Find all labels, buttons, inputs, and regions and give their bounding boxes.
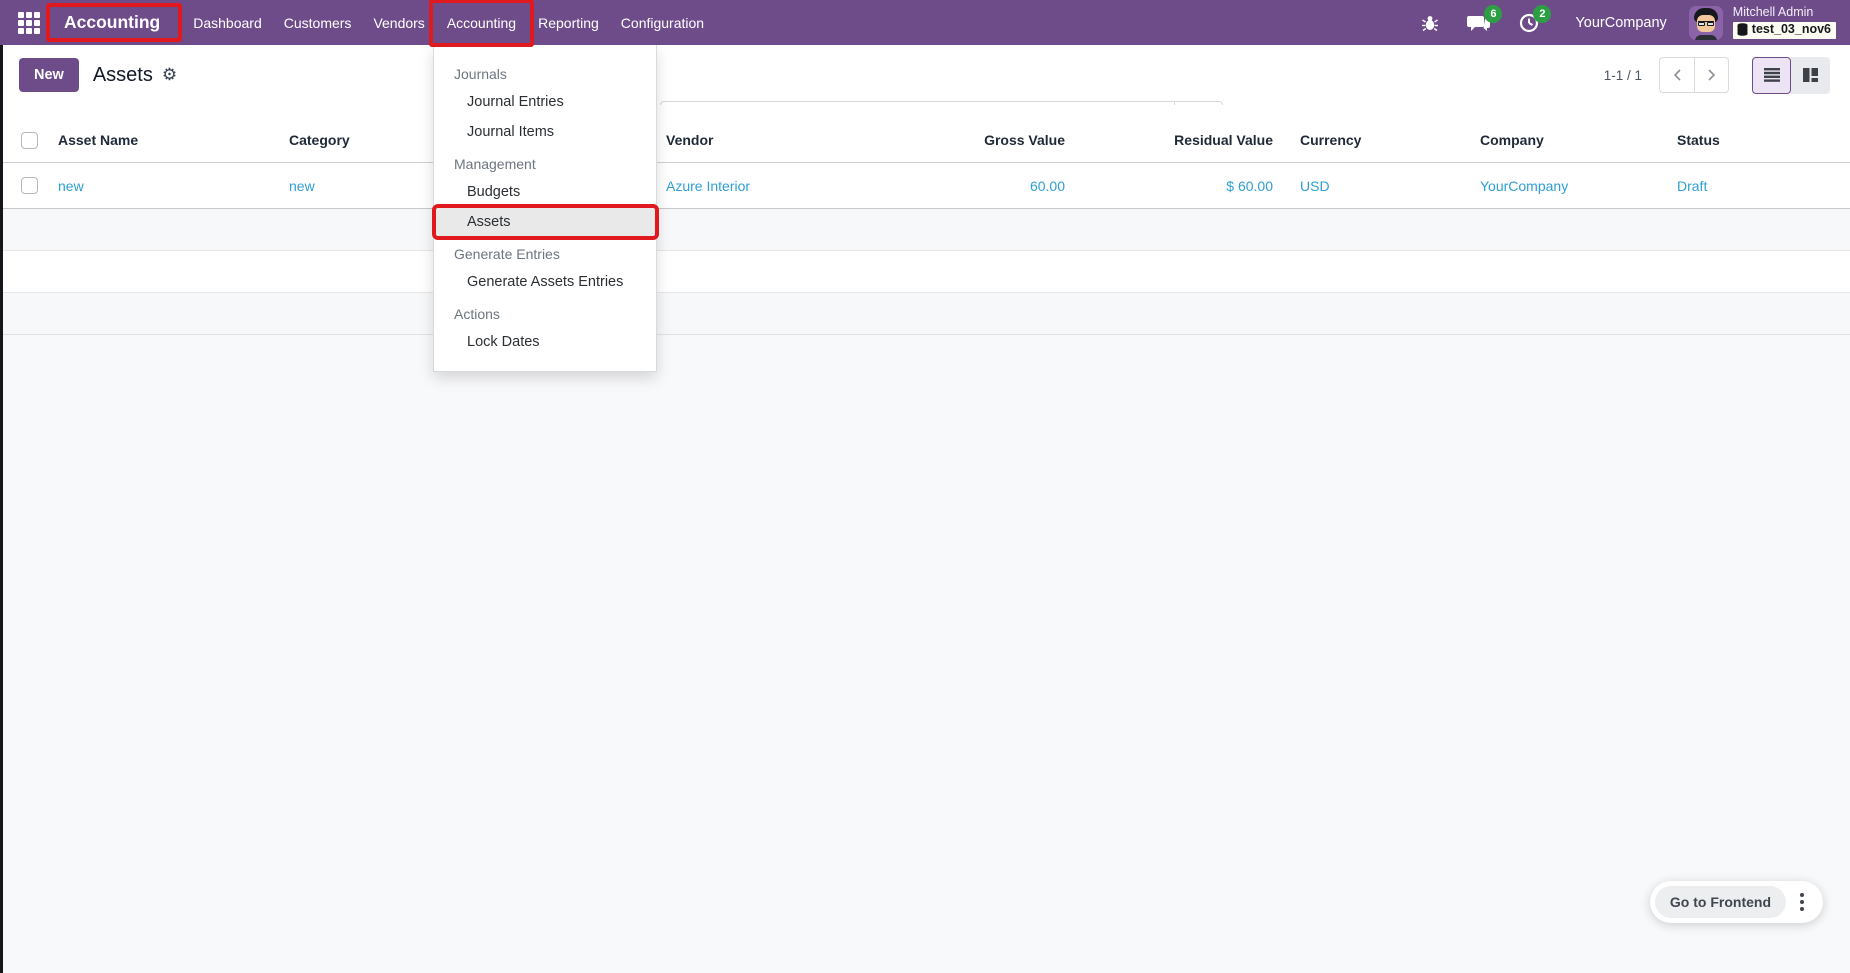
kanban-view-icon: [1803, 68, 1818, 82]
menu-item-lock-dates[interactable]: Lock Dates: [467, 334, 540, 350]
main-menu: Dashboard Customers Vendors Accounting R…: [182, 0, 715, 47]
row-checkbox[interactable]: [21, 177, 38, 194]
menu-reporting[interactable]: Reporting: [538, 14, 599, 31]
table-row[interactable]: new new Azure Interior 60.00 $ 60.00 USD…: [0, 163, 1850, 209]
pager-range: 1-1 / 1: [1603, 67, 1642, 83]
cell-currency[interactable]: USD: [1300, 177, 1330, 194]
bug-icon: [1422, 15, 1439, 31]
top-navbar: Accounting Dashboard Customers Vendors A…: [0, 0, 1850, 47]
column-header-company[interactable]: Company: [1480, 132, 1544, 148]
control-panel: New Assets ⚙ 1-1 / 1: [0, 45, 1850, 139]
menu-accounting-label: Accounting: [446, 14, 517, 31]
column-header-currency[interactable]: Currency: [1300, 132, 1362, 148]
column-header-status[interactable]: Status: [1677, 132, 1720, 148]
column-header-gross-value[interactable]: Gross Value: [984, 132, 1065, 148]
menu-section-management: Management: [454, 156, 536, 172]
messages-badge: 6: [1484, 4, 1503, 23]
user-menu[interactable]: Mitchell Admin test_03_nov6: [1732, 5, 1836, 39]
list-view-button[interactable]: [1752, 56, 1791, 94]
empty-row: [0, 209, 1850, 251]
app-brand-accounting[interactable]: Accounting: [46, 3, 183, 42]
menu-item-assets[interactable]: Assets: [432, 204, 659, 240]
menu-item-journal-entries[interactable]: Journal Entries: [467, 94, 564, 110]
kebab-icon: [1800, 893, 1804, 897]
page-title: Assets: [92, 63, 153, 86]
gear-icon[interactable]: ⚙: [161, 65, 178, 84]
empty-row: [0, 251, 1850, 293]
brand-label: Accounting: [64, 12, 161, 32]
kanban-view-button[interactable]: [1791, 56, 1830, 94]
database-icon: [1737, 23, 1748, 37]
navbar-right: 6 2 YourCompany Mitchell Admin: [1420, 4, 1850, 40]
activities-button[interactable]: 2: [1518, 4, 1552, 34]
column-header-category[interactable]: Category: [289, 132, 350, 148]
messages-button[interactable]: 6: [1467, 4, 1503, 34]
cell-status[interactable]: Draft: [1677, 177, 1708, 194]
select-all-checkbox[interactable]: [21, 131, 38, 149]
company-switcher[interactable]: YourCompany: [1575, 14, 1667, 31]
accounting-dropdown-menu: Journals Journal Entries Journal Items M…: [432, 45, 659, 372]
database-name: test_03_nov6: [1751, 22, 1831, 36]
list-view-icon: [1763, 68, 1780, 82]
apps-grid-icon[interactable]: [18, 11, 40, 34]
menu-item-journal-items[interactable]: Journal Items: [467, 124, 555, 140]
menu-item-budgets[interactable]: Budgets: [467, 184, 521, 200]
menu-section-journals: Journals: [454, 66, 507, 82]
go-to-frontend-button[interactable]: Go to Frontend: [1654, 886, 1786, 918]
cell-company[interactable]: YourCompany: [1480, 177, 1569, 194]
chevron-right-icon: [1708, 69, 1716, 81]
new-button[interactable]: New: [19, 58, 79, 92]
frontend-pill: Go to Frontend: [1649, 881, 1823, 923]
column-header-vendor[interactable]: Vendor: [666, 132, 714, 148]
column-header-residual-value[interactable]: Residual Value: [1174, 132, 1273, 148]
left-edge-line: [0, 45, 3, 973]
menu-item-assets-label: Assets: [467, 214, 511, 230]
menu-item-generate-assets-entries[interactable]: Generate Assets Entries: [467, 274, 624, 290]
menu-section-generate-entries: Generate Entries: [454, 246, 560, 262]
pager-next-button[interactable]: [1694, 57, 1729, 93]
cell-category[interactable]: new: [289, 177, 315, 194]
chevron-left-icon: [1673, 69, 1681, 81]
menu-vendors[interactable]: Vendors: [373, 14, 425, 31]
table-header-row: Asset Name Category Vendor Gross Value R…: [0, 118, 1850, 163]
pager-previous-button[interactable]: [1659, 57, 1694, 93]
view-switcher: [1752, 56, 1830, 94]
column-header-asset-name[interactable]: Asset Name: [58, 132, 139, 148]
menu-accounting[interactable]: Accounting: [428, 0, 535, 47]
debug-bug-icon[interactable]: [1420, 13, 1440, 33]
activities-badge: 2: [1533, 4, 1552, 23]
assets-list-view: Asset Name Category Vendor Gross Value R…: [0, 105, 1850, 335]
cell-asset-name[interactable]: new: [58, 177, 84, 194]
menu-dashboard[interactable]: Dashboard: [193, 14, 262, 31]
menu-configuration[interactable]: Configuration: [620, 14, 705, 31]
empty-row: [0, 293, 1850, 335]
cell-vendor[interactable]: Azure Interior: [666, 177, 751, 194]
menu-customers[interactable]: Customers: [283, 14, 352, 31]
database-badge: test_03_nov6: [1732, 22, 1836, 39]
cell-gross-value[interactable]: 60.00: [1029, 177, 1065, 194]
user-avatar[interactable]: [1688, 5, 1723, 40]
activity-clock-icon: [1520, 13, 1539, 32]
cell-residual-value[interactable]: $ 60.00: [1226, 177, 1273, 194]
user-name: Mitchell Admin: [1732, 5, 1814, 20]
menu-section-actions: Actions: [454, 306, 500, 322]
kebab-menu-button[interactable]: [1786, 886, 1818, 918]
